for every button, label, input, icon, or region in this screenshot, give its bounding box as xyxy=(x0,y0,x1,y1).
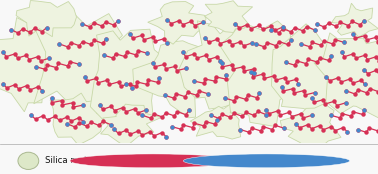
Polygon shape xyxy=(90,29,161,125)
Polygon shape xyxy=(133,41,215,118)
Polygon shape xyxy=(332,3,378,37)
Polygon shape xyxy=(190,101,241,139)
Polygon shape xyxy=(33,12,122,124)
Text: Silica matrix: Silica matrix xyxy=(45,156,98,165)
Text: Lithium ion: Lithium ion xyxy=(283,156,331,165)
Polygon shape xyxy=(205,1,253,33)
Polygon shape xyxy=(0,18,71,112)
Circle shape xyxy=(183,154,350,168)
Polygon shape xyxy=(314,33,378,118)
Polygon shape xyxy=(280,104,341,150)
Polygon shape xyxy=(148,2,206,44)
Polygon shape xyxy=(271,24,359,118)
Ellipse shape xyxy=(18,152,39,169)
Circle shape xyxy=(70,154,236,168)
Polygon shape xyxy=(179,18,263,109)
Polygon shape xyxy=(16,1,76,37)
Polygon shape xyxy=(101,104,161,148)
Text: Sulfur atom: Sulfur atom xyxy=(169,156,220,165)
Polygon shape xyxy=(50,93,113,145)
Polygon shape xyxy=(220,21,310,127)
